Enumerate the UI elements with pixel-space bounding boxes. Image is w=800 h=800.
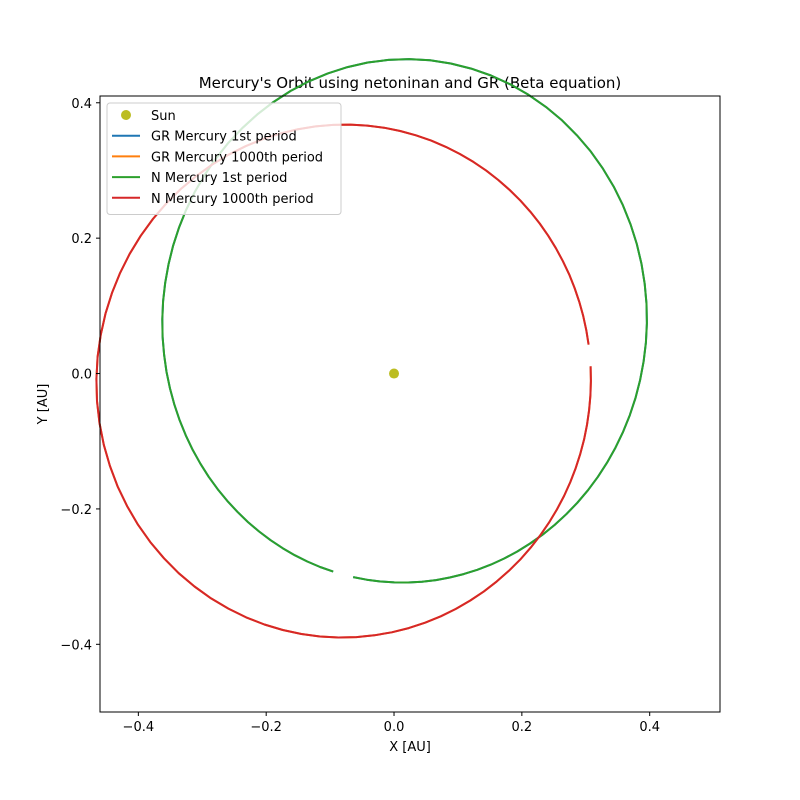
x-tick-label: −0.4 — [123, 720, 155, 735]
legend-label: Sun — [151, 109, 176, 124]
x-axis-label: X [AU] — [389, 740, 431, 755]
y-tick-label: −0.4 — [60, 638, 92, 653]
legend: Sun GR Mercury 1st period GR Mercury 1000t… — [106, 102, 342, 215]
legend-swatch-sun — [121, 110, 131, 120]
legend-box — [106, 102, 342, 215]
y-tick-label: −0.2 — [60, 503, 92, 518]
legend-label: N Mercury 1st period — [151, 171, 287, 186]
sun-marker — [389, 368, 400, 379]
y-tick-label: 0.2 — [71, 232, 92, 247]
plot-area — [95, 58, 648, 639]
series-line-n-mercury-1000th-period — [95, 123, 592, 639]
chart-title: Mercury's Orbit using netoninan and GR (… — [199, 74, 622, 92]
y-tick-label: 0.0 — [71, 368, 92, 383]
plot-frame — [99, 95, 721, 713]
x-axis-ticks: −0.4 −0.2 0.0 0.2 0.4 — [123, 712, 660, 735]
x-tick-label: 0.2 — [512, 720, 533, 735]
x-tick-label: −0.2 — [250, 720, 282, 735]
y-axis-ticks: −0.4 −0.2 0.0 0.2 0.4 — [60, 97, 100, 653]
series-line-n-mercury-1st-period — [161, 58, 648, 584]
legend-label: GR Mercury 1st period — [151, 130, 297, 145]
y-tick-label: 0.4 — [71, 97, 92, 112]
legend-label: N Mercury 1000th period — [151, 192, 314, 207]
y-axis-label: Y [AU] — [36, 384, 51, 426]
x-tick-label: 0.4 — [639, 720, 660, 735]
x-tick-label: 0.0 — [384, 720, 405, 735]
legend-label: GR Mercury 1000th period — [151, 150, 323, 165]
